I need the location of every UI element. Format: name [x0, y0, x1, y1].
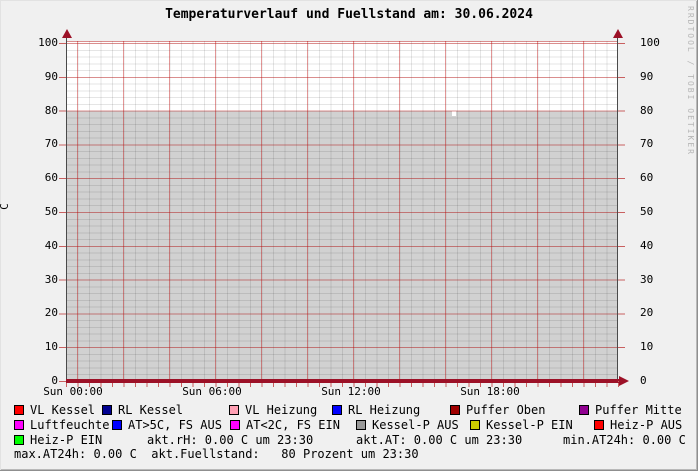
- fill-gap-artifact: [452, 111, 456, 116]
- legend-swatch-at-2c-fs-ein: [230, 420, 240, 430]
- legend-swatch-at-5c-fs-aus: [112, 420, 122, 430]
- y-tick-label-left: 90: [44, 69, 58, 83]
- x-axis-arrow-icon: [619, 376, 629, 386]
- y-tick-label-left: 60: [44, 171, 58, 185]
- y-tick-label-right: 10: [640, 340, 654, 354]
- x-tick-label: Sun 12:00: [321, 385, 381, 398]
- legend-swatch-heiz-p-ein: [14, 435, 24, 445]
- y-axis-unit-label: C: [0, 203, 11, 210]
- legend-label-luftfeuchte: Luftfeuchte: [30, 418, 110, 432]
- x-tick-label: Sun 06:00: [182, 385, 242, 398]
- legend-label-kessel-p-ein: Kessel-P EIN: [486, 418, 573, 432]
- y-tick-label-left: 0: [51, 374, 58, 387]
- y-tick-label-left: 80: [44, 103, 58, 117]
- legend-swatch-heiz-p-aus: [594, 420, 604, 430]
- legend-swatch-puffer-mitte: [579, 405, 589, 415]
- y-tick-label-right: 70: [640, 137, 654, 151]
- y-tick-label-right: 60: [640, 171, 654, 185]
- y-tick-label-right: 40: [640, 238, 654, 252]
- legend-swatch-vl-kessel: [14, 405, 24, 415]
- plot-area: [66, 41, 618, 381]
- legend-label-vl-heizung: VL Heizung: [245, 403, 318, 417]
- legend-stat: akt.AT: 0.00 C um 23:30: [356, 433, 523, 447]
- rrdtool-watermark: RRDTOOL / TOBI OETIKER: [686, 6, 695, 156]
- y-tick-label-left: 20: [44, 306, 58, 320]
- legend-label-at-2c-fs-ein: AT<2C, FS EIN: [246, 418, 340, 432]
- y-tick-label-left: 100: [38, 36, 58, 49]
- x-axis-zero-line: [66, 379, 620, 383]
- legend-label-vl-kessel: VL Kessel: [30, 403, 96, 417]
- legend-label-rl-heizung: RL Heizung: [348, 403, 421, 417]
- legend-swatch-puffer-oben: [450, 405, 460, 415]
- y-tick-label-right: 90: [640, 69, 654, 83]
- legend-label-at-5c-fs-aus: AT>5C, FS AUS: [128, 418, 222, 432]
- legend-stat: min.AT24h: 0.00 C: [563, 433, 686, 447]
- legend-swatch-kessel-p-ein: [470, 420, 480, 430]
- y-tick-label-left: 50: [44, 205, 58, 218]
- y-tick-label-left: 70: [44, 137, 58, 151]
- legend-swatch-kessel-p-aus: [356, 420, 366, 430]
- y-axis-left-arrow-icon: [62, 29, 72, 38]
- legend-label-puffer-oben: Puffer Oben: [466, 403, 546, 417]
- y-tick-label-right: 0: [640, 374, 647, 387]
- y-tick-label-left: 40: [44, 238, 58, 252]
- y-axis-left-line: [66, 37, 67, 383]
- y-tick-label-right: 20: [640, 306, 654, 320]
- legend-swatch-rl-kessel: [102, 405, 112, 415]
- x-tick-label: Sun 00:00: [43, 385, 103, 398]
- legend-label-heiz-p-ein: Heiz-P EIN: [30, 433, 103, 447]
- y-tick-label-right: 30: [640, 272, 654, 286]
- y-axis-right-arrow-icon: [613, 29, 623, 38]
- y-tick-label-right: 100: [640, 36, 660, 49]
- y-axis-ticks-right: [618, 41, 625, 384]
- legend-label-puffer-mitte: Puffer Mitte: [595, 403, 682, 417]
- y-tick-label-right: 50: [640, 205, 654, 218]
- fuellstand-area: [66, 111, 618, 381]
- x-axis-ticks: [66, 383, 619, 387]
- legend-stat: akt.rH: 0.00 C um 23:30: [147, 433, 314, 447]
- y-tick-label-right: 80: [640, 103, 654, 117]
- y-axis-ticks-left: [59, 41, 66, 384]
- grid-lines: [66, 41, 618, 381]
- legend-swatch-vl-heizung: [229, 405, 239, 415]
- legend-label-rl-kessel: RL Kessel: [118, 403, 184, 417]
- legend-label-heiz-p-aus: Heiz-P AUS: [610, 418, 683, 432]
- x-tick-label: Sun 18:00: [460, 385, 520, 398]
- y-tick-label-left: 10: [44, 340, 58, 354]
- y-axis-right-line: [617, 37, 618, 383]
- legend-swatch-luftfeuchte: [14, 420, 24, 430]
- legend-swatch-rl-heizung: [332, 405, 342, 415]
- y-tick-label-left: 30: [44, 272, 58, 286]
- legend-stat: max.AT24h: 0.00 C akt.Fuellstand: 80 Pro…: [14, 447, 419, 461]
- chart-title: Temperaturverlauf und Fuellstand am: 30.…: [165, 7, 533, 22]
- legend-label-kessel-p-aus: Kessel-P AUS: [372, 418, 459, 432]
